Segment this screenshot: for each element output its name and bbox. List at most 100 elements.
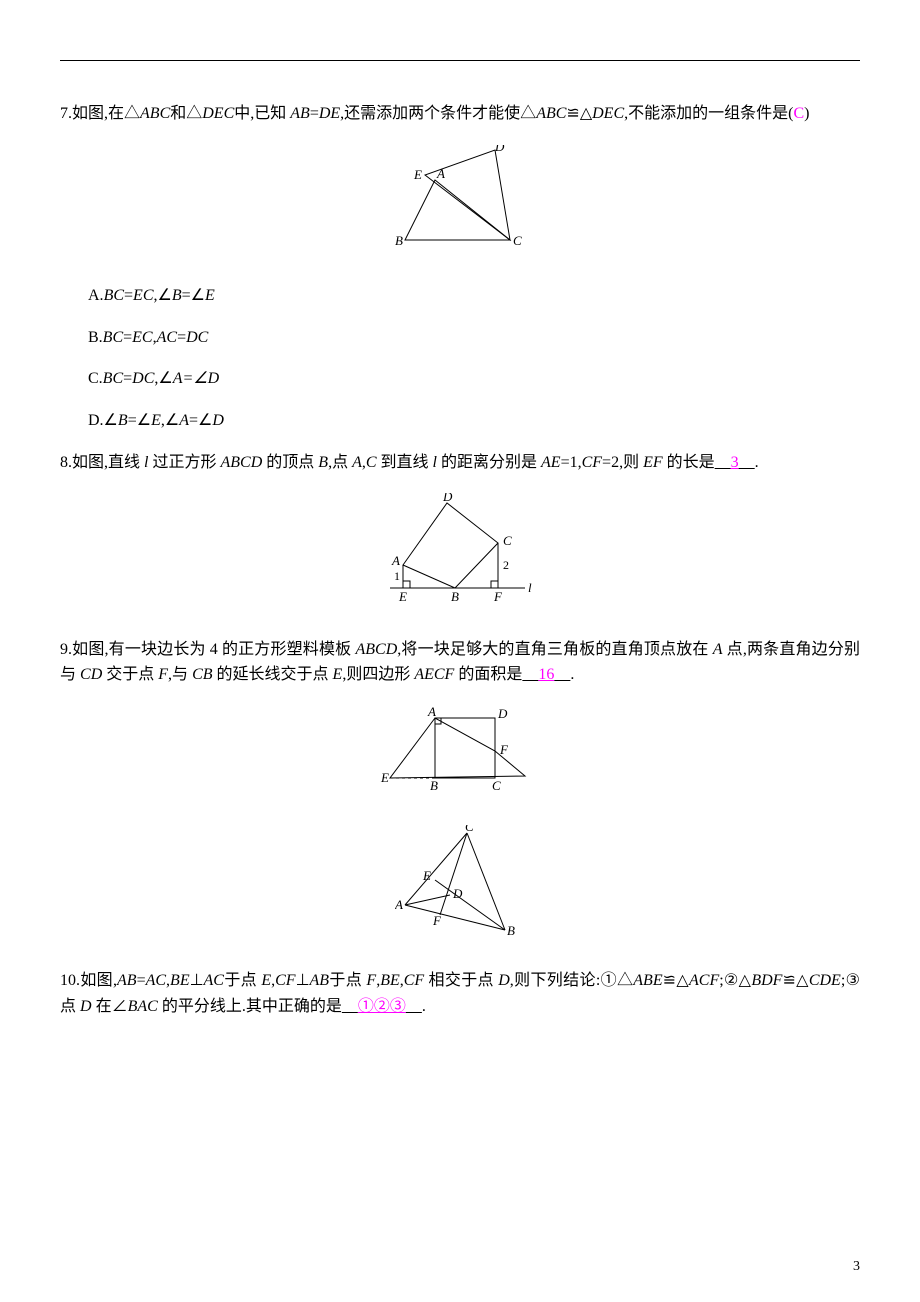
blank (522, 666, 538, 683)
t: ,则下列结论:①△ (510, 972, 633, 989)
blank (554, 666, 570, 683)
t: AECF (414, 666, 454, 683)
t: ACF (689, 972, 719, 989)
t: 的面积是 (454, 666, 522, 683)
t: AB (310, 972, 330, 989)
t: AE (541, 454, 561, 471)
t: CD (80, 666, 102, 683)
t: ≌△ (663, 972, 689, 989)
blank (715, 454, 731, 471)
t: BDF (751, 972, 782, 989)
lbl-1: 1 (394, 569, 400, 583)
svg-text:A: A (395, 897, 403, 912)
t: CF (582, 454, 602, 471)
svg-text:E: E (380, 770, 389, 785)
t: A (173, 370, 183, 387)
svg-text:C: C (465, 825, 474, 834)
t: ABCD (220, 454, 262, 471)
svg-text:C: C (492, 778, 501, 793)
t: DEC (592, 105, 624, 122)
t: BC (103, 329, 123, 346)
t: D.∠ (88, 412, 118, 429)
blank (342, 998, 358, 1015)
t: ;②△ (719, 972, 751, 989)
t: 的延长线交于点 (213, 666, 333, 683)
lbl-E: E (413, 167, 422, 182)
t: 于点 (329, 972, 366, 989)
t: ,∠ (161, 412, 179, 429)
t: ⊥ (296, 972, 310, 989)
t: ,∠ (154, 287, 172, 304)
t: C. (88, 370, 103, 387)
t: AB (117, 972, 137, 989)
q7-optD: D.∠B=∠E,∠A=∠D (88, 408, 860, 434)
t: BC (103, 370, 123, 387)
t: 的距离分别是 (437, 454, 541, 471)
t: B (118, 412, 128, 429)
t: F (366, 972, 376, 989)
q10-answer: ①②③ (358, 998, 406, 1015)
t: EF (643, 454, 663, 471)
q10-text: 10.如图,AB=AC,BE⊥AC于点 E,CF⊥AB于点 F,BE,CF 相交… (60, 968, 860, 1019)
t: B (318, 454, 328, 471)
lbl-l: l (528, 580, 532, 595)
svg-text:D: D (442, 493, 453, 504)
t: D (498, 972, 510, 989)
t: ,将一块足够大的直角三角板的直角顶点放在 (397, 641, 712, 658)
t: = (123, 329, 132, 346)
q9-text: 9.如图,有一块边长为 4 的正方形塑料模板 ABCD,将一块足够大的直角三角板… (60, 637, 860, 688)
t: B (172, 287, 182, 304)
t: AC (204, 972, 224, 989)
t: BC (104, 287, 124, 304)
t: 中,已知 (234, 105, 290, 122)
t: E (151, 412, 161, 429)
t: ,∠ (154, 370, 172, 387)
t: AB (290, 105, 310, 122)
t: 交于点 (102, 666, 158, 683)
t: 在∠ (92, 998, 128, 1015)
t: ,点 (328, 454, 352, 471)
lbl-D: D (494, 145, 505, 154)
t: D (208, 370, 220, 387)
t: A. (88, 287, 104, 304)
t: ,与 (168, 666, 192, 683)
t: BAC (128, 998, 158, 1015)
t: 7.如图,在△ (60, 105, 140, 122)
t: EC (133, 287, 153, 304)
t: 的长是 (663, 454, 715, 471)
t: = (310, 105, 319, 122)
t: DEC (202, 105, 234, 122)
t: ≌△ (566, 105, 592, 122)
svg-text:D: D (497, 706, 508, 721)
t: A (713, 641, 723, 658)
t: 9.如图,有一块边长为 4 的正方形塑料模板 (60, 641, 355, 658)
t: ,不能添加的一组条件是( (624, 105, 793, 122)
t: A (352, 454, 362, 471)
t: =∠ (183, 370, 208, 387)
t: ABC (536, 105, 566, 122)
q9-answer: 16 (538, 666, 554, 683)
q7-answer: C (793, 105, 804, 122)
q9-figure1: AD BC EF (60, 706, 860, 805)
t: B. (88, 329, 103, 346)
t: E (261, 972, 271, 989)
t: ABE (633, 972, 662, 989)
t: DC (186, 329, 208, 346)
t: 于点 (224, 972, 261, 989)
t: EC (132, 329, 152, 346)
t: = (177, 329, 186, 346)
lbl-C: C (513, 233, 522, 248)
t: . (755, 454, 759, 471)
lbl-B: B (395, 233, 403, 248)
t: E (205, 287, 215, 304)
svg-text:C: C (503, 533, 512, 548)
svg-text:E: E (422, 868, 431, 883)
t: A (179, 412, 189, 429)
blank (739, 454, 755, 471)
svg-text:D: D (452, 886, 463, 901)
blank (406, 998, 422, 1015)
t: =1, (561, 454, 582, 471)
t: 的顶点 (262, 454, 318, 471)
t: D (80, 998, 92, 1015)
t: BE (170, 972, 190, 989)
